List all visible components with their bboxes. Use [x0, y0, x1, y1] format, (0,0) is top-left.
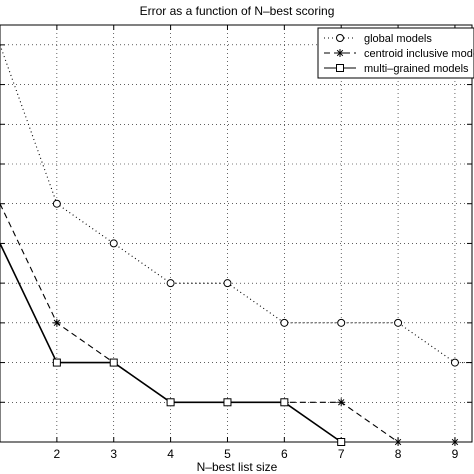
x-tick-label: 7 — [338, 447, 345, 461]
x-axis-label: N–best list size — [197, 460, 278, 474]
data-point-centroid-inclusive-models — [450, 438, 459, 446]
data-point-multi-grained-models — [280, 398, 289, 407]
x-tick-label: 5 — [224, 447, 231, 461]
data-point-global-models — [109, 239, 118, 248]
data-point-multi-grained-models — [166, 398, 175, 407]
x-tick-label: 6 — [281, 447, 288, 461]
x-tick-label: 8 — [395, 447, 402, 461]
legend-marker — [336, 34, 344, 42]
x-tick-label: 4 — [167, 447, 174, 461]
series-multi-grained-models — [0, 243, 346, 446]
series-line-centroid-inclusive-models — [0, 203, 455, 443]
series-global-models — [0, 44, 474, 367]
data-point-global-models — [223, 279, 232, 288]
legend-marker — [336, 49, 344, 57]
data-point-multi-grained-models — [223, 398, 232, 407]
data-point-centroid-inclusive-models — [337, 398, 346, 407]
data-point-global-models — [394, 318, 403, 327]
plot-frame — [0, 24, 473, 443]
data-point-global-models — [52, 199, 61, 208]
data-point-multi-grained-models — [337, 438, 346, 446]
legend-label: global models — [364, 33, 432, 45]
legend-label: multi–grained models — [364, 63, 469, 75]
legend-entry-global-models: global models — [324, 33, 432, 45]
chart-title: Error as a function of N–best scoring — [140, 4, 335, 18]
data-point-global-models — [337, 318, 346, 327]
legend-marker — [336, 64, 344, 72]
data-point-centroid-inclusive-models — [52, 318, 61, 327]
series-centroid-inclusive-models — [0, 203, 459, 446]
x-tick-label: 3 — [110, 447, 117, 461]
legend: global models centroid inclusive models mu… — [317, 27, 474, 79]
data-point-centroid-inclusive-models — [394, 438, 403, 446]
data-point-multi-grained-models — [109, 358, 118, 367]
x-tick-label: 2 — [54, 447, 61, 461]
data-point-global-models — [450, 358, 459, 367]
tick-layer: 2 3 4 5 6 7 8 9 — [0, 25, 472, 461]
grid-layer — [0, 25, 472, 442]
legend-entry-centroid-inclusive-models: centroid inclusive models — [324, 48, 474, 60]
legend-label: centroid inclusive models — [364, 48, 474, 60]
series-layer — [0, 44, 474, 446]
x-tick-label: 9 — [452, 447, 459, 461]
data-point-global-models — [166, 279, 175, 288]
legend-entry-multi-grained-models: multi–grained models — [324, 63, 469, 75]
data-point-global-models — [280, 318, 289, 327]
data-point-multi-grained-models — [52, 358, 61, 367]
